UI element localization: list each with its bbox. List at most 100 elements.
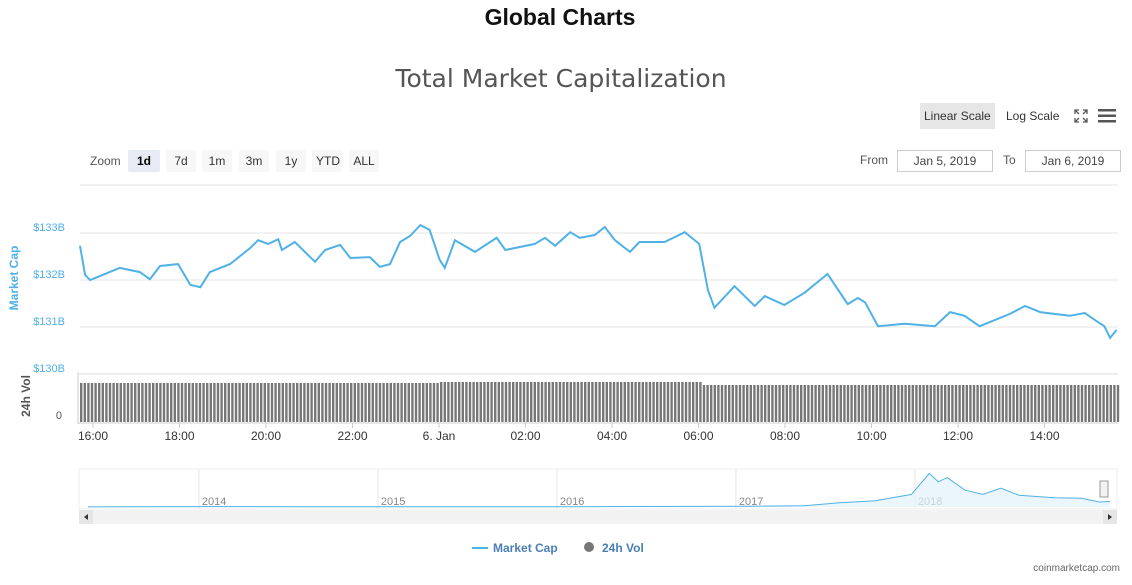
vol-bar: [659, 382, 662, 422]
zoom-3m-button[interactable]: 3m: [239, 150, 269, 172]
zoom-ALL-button[interactable]: ALL: [349, 150, 379, 172]
to-date-input[interactable]: Jan 6, 2019: [1025, 150, 1121, 172]
vol-bar: [184, 383, 187, 422]
vol-bar: [278, 383, 281, 422]
vol-bar: [994, 385, 997, 422]
vol-bar: [526, 382, 529, 422]
vol-bar: [760, 385, 763, 422]
vol-bar: [1034, 385, 1037, 422]
vol-bar: [112, 383, 115, 422]
vol-bar: [108, 383, 112, 422]
vol-bar: [630, 382, 634, 422]
vol-bar: [843, 385, 846, 422]
vol-bar: [1001, 385, 1004, 422]
vol-bar: [641, 382, 644, 422]
vol-bar: [231, 383, 234, 422]
vol-bar: [767, 385, 770, 422]
log-scale-button[interactable]: Log Scale: [1006, 109, 1060, 123]
vol-bar: [710, 385, 713, 422]
vol-bar: [342, 383, 346, 422]
x-tick-label: 12:00: [943, 429, 973, 443]
chart-title: Total Market Capitalization: [395, 64, 727, 93]
x-tick-label: 16:00: [78, 429, 108, 443]
vol-bar: [656, 382, 659, 422]
vol-bar: [98, 383, 101, 422]
vol-bar: [504, 382, 508, 422]
vol-bar: [580, 382, 583, 422]
y-axis-title: Market Cap: [7, 246, 21, 311]
vol-bar: [576, 382, 580, 422]
vol-bar: [1113, 385, 1116, 422]
vol-bar: [134, 383, 137, 422]
vol-bar: [501, 382, 504, 422]
page-title: Global Charts: [484, 4, 636, 30]
vol-bar: [263, 383, 266, 422]
navigator-handle[interactable]: [1099, 480, 1109, 498]
vol-bar: [375, 383, 378, 422]
hamburger-menu-icon[interactable]: [1098, 109, 1116, 128]
vol-bar: [137, 383, 140, 422]
zoom-1m-button[interactable]: 1m: [202, 150, 232, 172]
vol-bar: [454, 382, 457, 422]
credit-link[interactable]: coinmarketcap.com: [1033, 563, 1120, 574]
vol-bar: [850, 385, 853, 422]
vol-bar: [756, 385, 760, 422]
vol-bar: [270, 383, 274, 422]
vol-bar: [810, 385, 814, 422]
vol-bar: [101, 383, 104, 422]
vol-bar: [324, 383, 328, 422]
fullscreen-icon[interactable]: [1073, 108, 1089, 129]
vol-bar: [778, 385, 781, 422]
vol-tick-label: 0: [56, 410, 62, 422]
vol-bar: [1098, 385, 1102, 422]
vol-bar: [846, 385, 850, 422]
vol-bar: [173, 383, 176, 422]
vol-bar: [670, 382, 673, 422]
vol-bar: [872, 385, 875, 422]
vol-bar: [418, 383, 421, 422]
linear-scale-button[interactable]: Linear Scale: [920, 103, 995, 129]
vol-bar: [314, 383, 317, 422]
vol-bar: [735, 385, 738, 422]
legend-24h-vol[interactable]: 24h Vol: [602, 541, 644, 555]
vol-bar: [836, 385, 839, 422]
vol-bar: [904, 385, 907, 422]
vol-bar: [1026, 385, 1030, 422]
vol-bar: [497, 382, 500, 422]
vol-bar: [839, 385, 842, 422]
vol-bar: [616, 382, 619, 422]
vol-bar: [882, 385, 886, 422]
legend-dot-icon: [584, 542, 594, 552]
vol-bar: [177, 383, 180, 422]
x-tick-label: 10:00: [856, 429, 886, 443]
vol-bar: [1055, 385, 1058, 422]
vol-bar: [530, 382, 533, 422]
from-date-input[interactable]: Jan 5, 2019: [897, 150, 993, 172]
zoom-1d-button[interactable]: 1d: [128, 150, 160, 172]
vol-bar: [699, 382, 702, 422]
vol-bar: [584, 382, 587, 422]
navigator-scrollbar[interactable]: [79, 510, 1117, 524]
vol-bar: [306, 383, 310, 422]
vol-bar: [807, 385, 810, 422]
vol-bar: [861, 385, 864, 422]
vol-bar: [234, 383, 238, 422]
vol-bar: [738, 385, 742, 422]
legend-market-cap[interactable]: Market Cap: [493, 541, 558, 555]
vol-bar: [976, 385, 979, 422]
vol-bar: [803, 385, 806, 422]
zoom-1y-button[interactable]: 1y: [276, 150, 306, 172]
vol-bar: [684, 382, 688, 422]
vol-bar: [1012, 385, 1015, 422]
vol-bar: [461, 382, 464, 422]
vol-bar: [602, 382, 605, 422]
vol-bar: [407, 383, 410, 422]
vol-bar: [728, 385, 731, 422]
zoom-7d-button[interactable]: 7d: [166, 150, 196, 172]
vol-bar: [674, 382, 677, 422]
vol-bar: [155, 383, 158, 422]
zoom-YTD-button[interactable]: YTD: [312, 150, 342, 172]
x-tick-label: 18:00: [164, 429, 194, 443]
x-tick-label: 22:00: [337, 429, 367, 443]
vol-bar: [1116, 385, 1120, 422]
